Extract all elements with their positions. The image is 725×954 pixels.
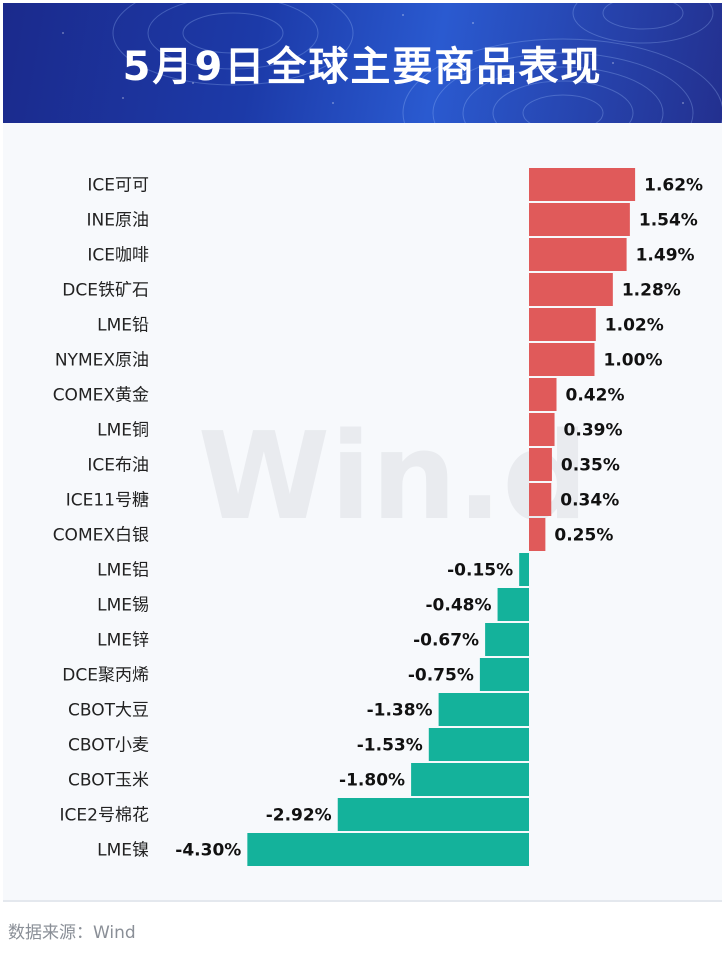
bar-8 bbox=[529, 448, 552, 481]
bar-chart: Win.d ICE可可 1.62% INE原油 1.54% ICE咖啡 1.49% DCE铁… bbox=[53, 168, 703, 866]
watermark: Win.d bbox=[198, 408, 588, 547]
category-label: DCE铁矿石 bbox=[62, 281, 149, 301]
page-title: 5月9日全球主要商品表现 bbox=[122, 44, 603, 90]
category-label: LME铝 bbox=[97, 561, 149, 581]
category-label: LME锌 bbox=[97, 631, 149, 651]
bar-12 bbox=[497, 588, 529, 621]
value-label: 0.35% bbox=[561, 456, 620, 476]
bar-16 bbox=[428, 728, 529, 761]
value-label: 0.39% bbox=[564, 421, 623, 441]
bar-17 bbox=[411, 763, 529, 796]
header-pattern bbox=[62, 3, 722, 123]
category-label: LME锡 bbox=[97, 596, 149, 616]
bar-14 bbox=[479, 658, 529, 691]
bar-15 bbox=[438, 693, 529, 726]
category-label: ICE咖啡 bbox=[87, 246, 149, 266]
category-label: COMEX黄金 bbox=[53, 386, 149, 406]
value-label: 1.02% bbox=[605, 316, 664, 336]
value-label: 0.42% bbox=[566, 386, 625, 406]
category-label: DCE聚丙烯 bbox=[62, 666, 149, 686]
value-label: -1.53% bbox=[357, 736, 423, 756]
category-label: ICE11号糖 bbox=[66, 491, 149, 511]
value-label: 1.49% bbox=[636, 246, 695, 266]
header-banner: 5月9日全球主要商品表现 bbox=[3, 3, 722, 123]
bar-0 bbox=[529, 168, 636, 201]
category-label: INE原油 bbox=[87, 211, 149, 231]
category-label: ICE2号棉花 bbox=[60, 806, 149, 826]
bar-6 bbox=[529, 378, 557, 411]
bar-18 bbox=[337, 798, 529, 831]
value-label: -0.75% bbox=[408, 666, 474, 686]
bar-5 bbox=[529, 343, 595, 376]
bar-4 bbox=[529, 308, 596, 341]
value-label: 0.34% bbox=[560, 491, 619, 511]
value-label: -4.30% bbox=[175, 841, 241, 861]
category-label: LME镍 bbox=[97, 841, 149, 861]
value-label: 1.00% bbox=[604, 351, 663, 371]
bar-9 bbox=[529, 483, 552, 516]
value-label: 0.25% bbox=[554, 526, 613, 546]
source-note: 数据来源：Wind bbox=[8, 923, 136, 943]
value-label: -2.92% bbox=[266, 806, 332, 826]
bar-10 bbox=[529, 518, 546, 551]
value-label: -0.48% bbox=[426, 596, 492, 616]
category-label: COMEX白银 bbox=[53, 526, 149, 546]
bar-2 bbox=[529, 238, 627, 271]
category-label: CBOT大豆 bbox=[68, 701, 149, 721]
bar-13 bbox=[485, 623, 529, 656]
category-label: CBOT玉米 bbox=[68, 771, 149, 791]
category-label: LME铜 bbox=[97, 421, 149, 441]
category-label: ICE可可 bbox=[87, 176, 149, 196]
bar-11 bbox=[519, 553, 529, 586]
category-label: LME铅 bbox=[97, 316, 149, 336]
category-label: ICE布油 bbox=[87, 456, 149, 476]
value-label: -0.67% bbox=[413, 631, 479, 651]
value-label: -0.15% bbox=[447, 561, 513, 581]
chart-panel: Win.d ICE可可 1.62% INE原油 1.54% ICE咖啡 1.49% DCE铁… bbox=[3, 123, 722, 900]
value-label: -1.38% bbox=[367, 701, 433, 721]
bar-19 bbox=[247, 833, 529, 866]
value-label: 1.54% bbox=[639, 211, 698, 231]
bar-1 bbox=[529, 203, 630, 236]
bar-7 bbox=[529, 413, 555, 446]
category-label: CBOT小麦 bbox=[68, 736, 149, 756]
value-label: 1.28% bbox=[622, 281, 681, 301]
divider bbox=[3, 900, 722, 902]
value-label: 1.62% bbox=[644, 176, 703, 196]
category-label: NYMEX原油 bbox=[55, 351, 149, 371]
bar-3 bbox=[529, 273, 613, 306]
value-label: -1.80% bbox=[339, 771, 405, 791]
